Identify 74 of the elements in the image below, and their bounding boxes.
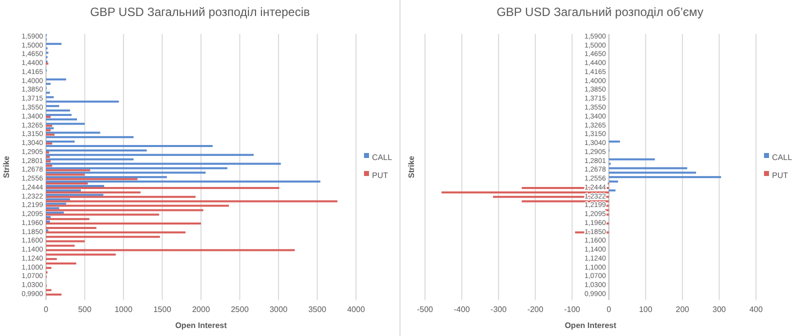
legend-label: CALL bbox=[372, 152, 393, 162]
bar bbox=[605, 209, 609, 212]
bar bbox=[46, 184, 104, 187]
bar bbox=[46, 162, 281, 165]
x-tick-label: 300 bbox=[712, 305, 726, 314]
bar bbox=[46, 78, 66, 80]
x-tick-label: 0 bbox=[44, 305, 49, 314]
y-axis-title: Strike bbox=[2, 155, 11, 178]
bar bbox=[46, 178, 138, 180]
bar bbox=[46, 258, 57, 260]
x-tick-label: -500 bbox=[416, 305, 434, 314]
x-tick-label: 3000 bbox=[270, 305, 288, 314]
bar bbox=[46, 42, 62, 45]
x-tick-label: 400 bbox=[749, 305, 764, 314]
bar bbox=[46, 189, 81, 192]
bar bbox=[46, 231, 186, 234]
bar bbox=[46, 196, 196, 198]
chart-title: GBP USD Загальний розподіл інтересів bbox=[90, 5, 310, 19]
x-tick-label: 1000 bbox=[114, 305, 133, 314]
x-tick-label: -400 bbox=[454, 305, 470, 314]
bar bbox=[46, 105, 60, 108]
bar bbox=[46, 266, 52, 269]
y-axis-title: Strike bbox=[407, 155, 416, 178]
bar bbox=[46, 294, 62, 296]
legend-label: PUT bbox=[772, 170, 788, 180]
bar bbox=[46, 204, 229, 207]
bar bbox=[46, 262, 76, 264]
bar bbox=[46, 216, 51, 218]
bar bbox=[46, 240, 85, 242]
bar bbox=[608, 158, 655, 160]
x-tick-label: -300 bbox=[490, 305, 508, 314]
bar bbox=[46, 154, 254, 156]
bar bbox=[46, 142, 52, 145]
bar bbox=[46, 132, 100, 134]
bar bbox=[46, 169, 90, 172]
bar bbox=[46, 220, 50, 223]
bar bbox=[46, 100, 119, 103]
bar bbox=[46, 96, 54, 98]
bar bbox=[46, 92, 50, 94]
bar bbox=[46, 167, 228, 170]
bar bbox=[46, 289, 52, 292]
bar bbox=[46, 116, 51, 118]
x-tick-label: 200 bbox=[676, 305, 690, 314]
legend-label: PUT bbox=[372, 170, 388, 180]
chart-title: GBP USD Загальний розподіл об’єму bbox=[496, 5, 704, 19]
x-tick-label: -200 bbox=[527, 305, 544, 314]
x-tick-label: 2000 bbox=[192, 305, 210, 314]
bar bbox=[46, 200, 338, 202]
bar bbox=[46, 174, 85, 176]
bar bbox=[46, 164, 52, 167]
bar bbox=[608, 189, 616, 192]
bar bbox=[46, 127, 54, 130]
x-tick-label: 4000 bbox=[347, 305, 366, 314]
bar bbox=[46, 236, 160, 238]
x-tick-label: 1500 bbox=[153, 305, 172, 314]
bar bbox=[46, 226, 96, 229]
x-tick-label: 500 bbox=[78, 305, 92, 314]
bar bbox=[46, 198, 70, 200]
bar bbox=[46, 151, 50, 154]
bar bbox=[46, 136, 134, 138]
bar bbox=[46, 209, 204, 212]
bar bbox=[46, 122, 85, 125]
x-tick-label: 2500 bbox=[230, 305, 250, 314]
x-tick-label: 3500 bbox=[308, 305, 327, 314]
legend-label: CALL bbox=[772, 152, 793, 162]
x-axis-title: Open Interest bbox=[175, 321, 228, 330]
bar bbox=[46, 194, 104, 196]
bar bbox=[46, 158, 134, 160]
x-tick-label: -100 bbox=[564, 305, 581, 314]
bar bbox=[608, 167, 688, 170]
x-tick-label: 0 bbox=[606, 305, 612, 314]
bar bbox=[46, 109, 70, 112]
x-axis-title: Open Interest bbox=[564, 321, 617, 330]
x-tick-label: 100 bbox=[638, 305, 653, 314]
